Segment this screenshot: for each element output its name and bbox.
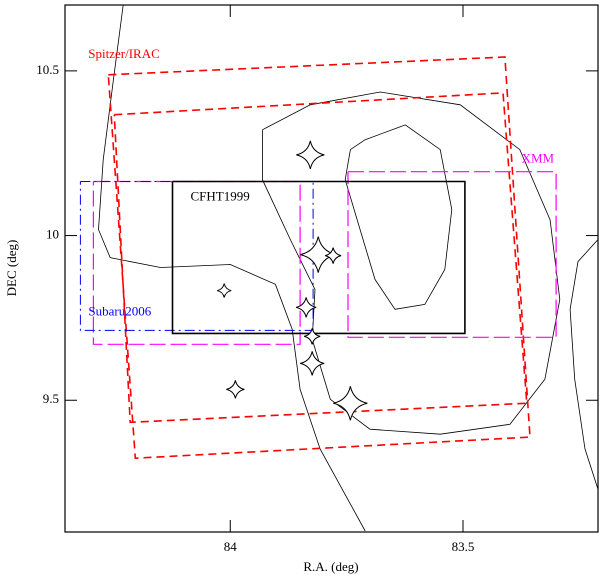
star — [300, 236, 337, 273]
x-tick-label: 83.5 — [452, 539, 475, 554]
plot-frame — [64, 4, 599, 533]
y-tick-label: 10.5 — [36, 62, 59, 77]
star — [325, 247, 342, 264]
star — [304, 328, 321, 345]
footprint-label: XMM — [522, 151, 555, 166]
footprint-label: CFHT1999 — [191, 189, 250, 204]
star — [333, 386, 368, 421]
y-axis-label: DEC (deg) — [4, 240, 19, 297]
y-tick-label: 10 — [46, 227, 59, 242]
y-tick-label: 9.5 — [43, 391, 59, 406]
footprint-label: Subaru2006 — [88, 303, 151, 318]
footprint — [347, 171, 557, 338]
contour-line — [113, 92, 528, 424]
star — [296, 140, 325, 169]
contour-line — [98, 5, 366, 532]
star — [226, 380, 245, 399]
contour-line — [262, 91, 561, 435]
contour-line — [569, 239, 598, 490]
plot-area — [79, 5, 598, 532]
footprint — [171, 180, 466, 335]
x-axis-label: R.A. (deg) — [303, 559, 358, 574]
footprint-label: Spitzer/IRAC — [88, 46, 160, 61]
x-tick-label: 84 — [224, 539, 238, 554]
star — [300, 351, 325, 376]
star — [296, 297, 317, 318]
contour-line — [344, 124, 453, 310]
star — [217, 283, 232, 298]
